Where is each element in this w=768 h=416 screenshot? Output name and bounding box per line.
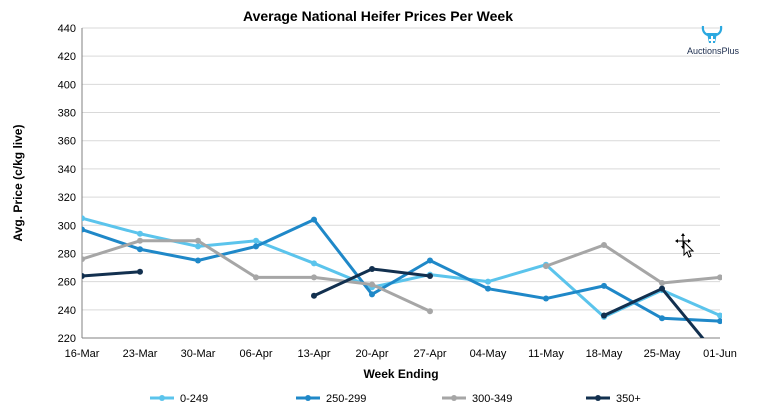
series-layer	[82, 215, 722, 338]
y-tick-label: 360	[58, 136, 76, 148]
x-tick-label: 20-Apr	[355, 348, 388, 360]
x-axis-ticks: 16-Mar 23-Mar 30-Mar 06-Apr 13-Apr 20-Apr 27-A…	[65, 348, 737, 360]
data-point	[427, 257, 433, 264]
y-axis-ticks: 220 240 260 280 300 320 340 360 380 400 420 440	[58, 23, 76, 345]
data-point	[195, 257, 201, 264]
series-300-349	[82, 237, 722, 315]
data-point	[82, 256, 85, 263]
data-point	[82, 273, 85, 279]
y-tick-label: 380	[58, 108, 76, 120]
legend-item: 300-349	[442, 393, 512, 405]
data-point	[369, 281, 375, 288]
data-point	[137, 230, 143, 237]
data-point	[82, 215, 85, 222]
series-250-299	[82, 216, 722, 325]
x-tick-label: 11-May	[528, 348, 564, 360]
data-point	[427, 273, 433, 279]
auctionsplus-logo: AuctionsPlus	[687, 25, 740, 56]
legend-label: 250-299	[326, 393, 366, 405]
legend-item: 350+	[586, 393, 641, 405]
y-tick-label: 400	[58, 79, 76, 91]
data-point	[659, 280, 665, 287]
series-line	[82, 218, 721, 323]
y-tick-label: 340	[58, 164, 76, 176]
chart-gridlines	[82, 27, 720, 311]
data-point	[137, 237, 143, 244]
legend-marker	[451, 395, 457, 401]
x-axis-title: Week Ending	[363, 367, 438, 381]
x-tick-label: 04-May	[470, 348, 507, 360]
legend-label: 0-249	[180, 393, 208, 405]
data-point	[601, 282, 607, 289]
data-point	[601, 242, 607, 248]
x-tick-label: 18-May	[586, 348, 623, 360]
bull-head-icon	[701, 25, 723, 43]
series-line	[545, 243, 721, 285]
series-line	[82, 216, 721, 319]
legend-item: 0-249	[150, 393, 208, 405]
data-point	[369, 291, 375, 298]
y-tick-label: 280	[58, 248, 76, 260]
y-tick-label: 440	[58, 23, 76, 35]
y-tick-label: 300	[58, 220, 76, 232]
data-point	[659, 315, 665, 322]
move-cursor-icon	[675, 233, 695, 258]
data-point	[717, 312, 722, 319]
data-point	[543, 295, 549, 302]
x-tick-label: 30-Mar	[181, 348, 216, 360]
x-tick-label: 06-Apr	[239, 348, 272, 360]
data-point	[369, 265, 375, 272]
data-point	[659, 285, 665, 292]
y-axis-title: Avg. Price (c/kg live)	[11, 125, 25, 242]
x-tick-label: 27-Apr	[413, 348, 446, 360]
data-point	[543, 263, 549, 270]
y-tick-label: 260	[58, 277, 76, 289]
legend-marker	[159, 395, 165, 401]
data-point	[253, 274, 259, 281]
data-point	[137, 246, 143, 253]
data-point	[485, 278, 491, 285]
logo-text: AuctionsPlus	[687, 46, 740, 56]
data-point	[137, 268, 143, 275]
series-line	[82, 270, 141, 278]
legend-marker	[305, 395, 311, 401]
data-point	[601, 312, 607, 319]
chart-title: Average National Heifer Prices Per Week	[243, 8, 513, 24]
x-tick-label: 13-Apr	[297, 348, 330, 360]
data-point	[311, 260, 317, 267]
x-tick-label: 16-Mar	[65, 348, 100, 360]
y-tick-label: 320	[58, 192, 76, 204]
x-tick-label: 01-Jun	[703, 348, 737, 360]
data-point	[311, 274, 317, 281]
data-point	[195, 237, 201, 244]
data-point	[427, 308, 433, 315]
data-point	[717, 318, 722, 325]
y-tick-label: 220	[58, 333, 76, 345]
data-point	[311, 216, 317, 223]
series-350+	[82, 265, 705, 338]
x-tick-label: 23-Mar	[123, 348, 158, 360]
legend-marker	[595, 395, 601, 401]
data-point	[717, 274, 722, 281]
legend-label: 300-349	[472, 393, 512, 405]
legend-item: 250-299	[296, 393, 366, 405]
legend: 0-249 250-299 300-349 350+	[150, 393, 641, 405]
legend-label: 350+	[616, 393, 641, 405]
data-point	[82, 226, 85, 233]
y-tick-label: 420	[58, 51, 76, 63]
data-point	[195, 243, 201, 250]
y-tick-label: 240	[58, 305, 76, 317]
data-point	[485, 285, 491, 292]
x-tick-label: 25-May	[644, 348, 681, 360]
data-point	[311, 292, 317, 299]
data-point	[253, 237, 259, 244]
data-point	[253, 243, 259, 250]
